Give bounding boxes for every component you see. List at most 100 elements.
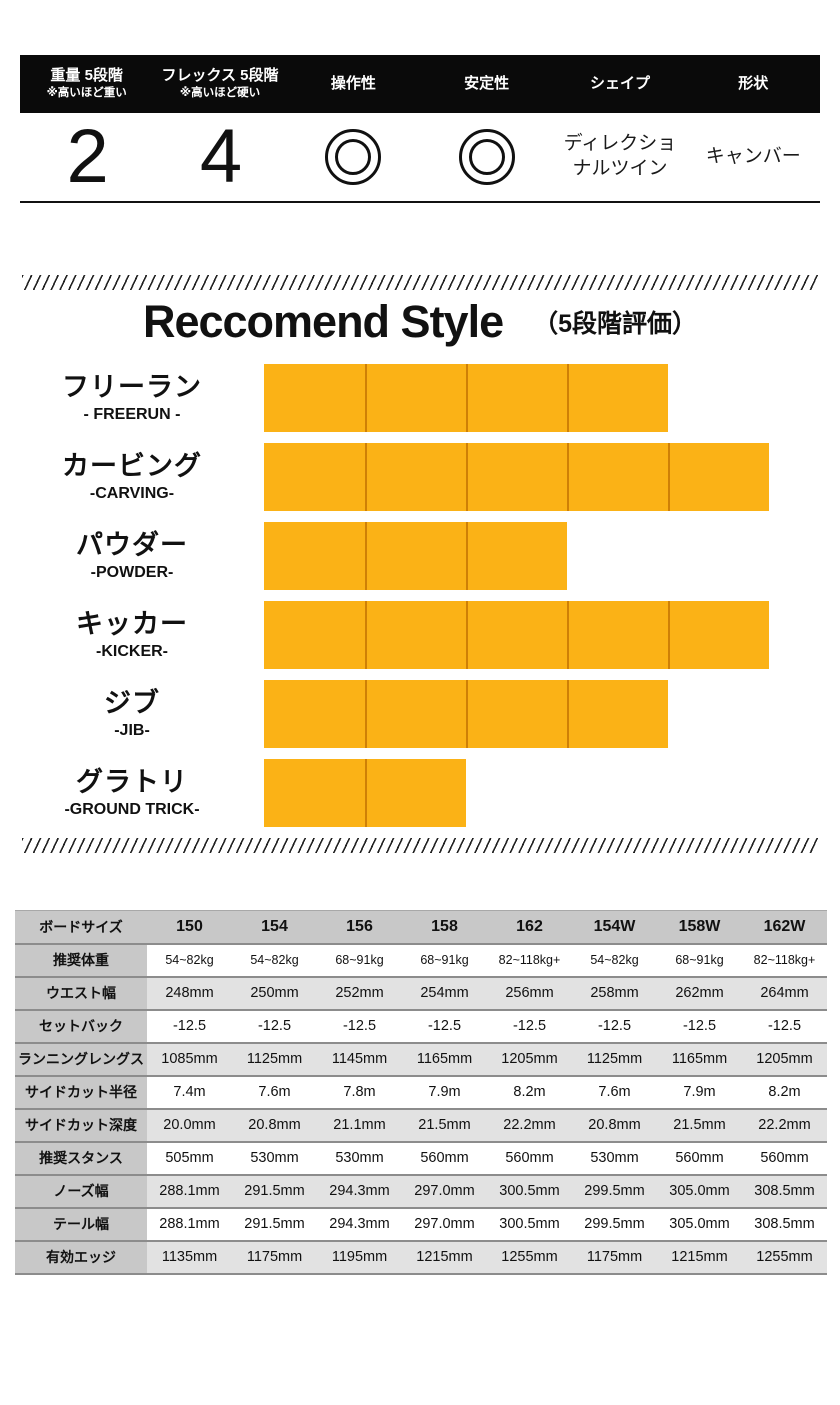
table-row: 有効エッジ 1135mm 1175mm 1195mm 1215mm 1255mm 1175m… <box>15 1240 827 1274</box>
table-cell: 530mm <box>317 1141 402 1175</box>
table-cell: 530mm <box>232 1141 317 1175</box>
rating-segment <box>567 364 668 432</box>
table-cell: 8.2m <box>487 1075 572 1109</box>
chart-row-label: ジブ -JIB- <box>0 680 264 748</box>
rating-segment <box>466 364 567 432</box>
chart-row: カービング -CARVING- <box>0 443 840 511</box>
rating-segment <box>466 680 567 748</box>
snowboard-spec-sheet: 重量 5段階 ※高いほど重い フレックス 5段階 ※高いほど硬い 操作性 安定性… <box>0 55 840 1275</box>
rating-segment <box>264 680 365 748</box>
chart-row-label: フリーラン - FREERUN - <box>0 364 264 432</box>
spec-column-shape-header: シェイプ <box>553 55 686 113</box>
table-cell: 530mm <box>572 1141 657 1175</box>
table-cell: 1215mm <box>402 1240 487 1274</box>
rating-bar <box>264 680 668 748</box>
table-cell: 1085mm <box>147 1042 232 1076</box>
table-cell: 291.5mm <box>232 1174 317 1208</box>
table-cell: 68~91kg <box>657 943 742 977</box>
table-cell: 560mm <box>657 1141 742 1175</box>
table-header-cell: 154 <box>232 910 317 944</box>
rating-segment <box>264 364 365 432</box>
table-cell: 1135mm <box>147 1240 232 1274</box>
table-cell: -12.5 <box>742 1009 827 1043</box>
double-circle-inner-ring <box>468 139 505 175</box>
table-cell: 20.8mm <box>232 1108 317 1142</box>
style-label-jp: グラトリ <box>76 766 188 797</box>
table-cell: 1195mm <box>317 1240 402 1274</box>
table-cell: 308.5mm <box>742 1174 827 1208</box>
weight-value-cell: 2 <box>20 119 153 195</box>
table-cell: 250mm <box>232 976 317 1010</box>
chart-row-label: グラトリ -GROUND TRICK- <box>0 759 264 827</box>
stability-value-cell <box>420 129 553 185</box>
table-header-cell: 150 <box>147 910 232 944</box>
table-cell: 7.4m <box>147 1075 232 1109</box>
table-cell: 54~82kg <box>147 943 232 977</box>
flex-sublabel: ※高いほど硬い <box>179 87 261 100</box>
table-header-cell: 156 <box>317 910 402 944</box>
table-row: サイドカット半径 7.4m 7.6m 7.8m 7.9m 8.2m 7.6m 7.9m 8.2m <box>15 1075 827 1109</box>
table-cell: 7.9m <box>402 1075 487 1109</box>
rating-segment <box>567 443 668 511</box>
row-label-cell: 推奨スタンス <box>15 1141 147 1175</box>
spec-summary-values: 2 4 ディレクショ ナルツイン キャンバー <box>20 113 820 201</box>
size-spec-table: ボードサイズ 150 154 156 158 162 154W 158W 162W 推奨体重 54~… <box>15 910 827 1275</box>
table-header-label-cell: ボードサイズ <box>15 910 147 944</box>
table-cell: 7.6m <box>572 1075 657 1109</box>
table-cell: 68~91kg <box>317 943 402 977</box>
chart-row-label: パウダー -POWDER- <box>0 522 264 590</box>
spec-summary-header: 重量 5段階 ※高いほど重い フレックス 5段階 ※高いほど硬い 操作性 安定性… <box>20 55 820 113</box>
flex-value-cell: 4 <box>153 119 286 195</box>
table-cell: 21.1mm <box>317 1108 402 1142</box>
double-circle-inner-ring <box>335 139 372 175</box>
table-cell: 305.0mm <box>657 1207 742 1241</box>
table-cell: 262mm <box>657 976 742 1010</box>
section-title: Reccomend Style <box>142 296 504 347</box>
table-cell: 294.3mm <box>317 1174 402 1208</box>
table-cell: 297.0mm <box>402 1174 487 1208</box>
table-header-cell: 154W <box>572 910 657 944</box>
rating-segment <box>264 522 365 590</box>
chart-row: グラトリ -GROUND TRICK- <box>0 759 840 827</box>
style-label-en: -CARVING- <box>89 484 175 502</box>
style-label-en: - FREERUN - <box>83 405 181 423</box>
table-cell: 258mm <box>572 976 657 1010</box>
chart-row-label: カービング -CARVING- <box>0 443 264 511</box>
style-label-jp: カービング <box>62 450 202 481</box>
table-header-cell: 158W <box>657 910 742 944</box>
table-cell: 54~82kg <box>572 943 657 977</box>
table-row: テール幅 288.1mm 291.5mm 294.3mm 297.0mm 300.5mm 2… <box>15 1207 827 1241</box>
table-row: 推奨体重 54~82kg 54~82kg 68~91kg 68~91kg 82~118kg… <box>15 943 827 977</box>
rating-segment <box>264 601 365 669</box>
rating-bar <box>264 522 567 590</box>
table-row: 推奨スタンス 505mm 530mm 530mm 560mm 560mm 530mm 560m… <box>15 1141 827 1175</box>
rating-bar <box>264 601 769 669</box>
table-cell: -12.5 <box>317 1009 402 1043</box>
table-cell: 254mm <box>402 976 487 1010</box>
table-cell: 560mm <box>742 1141 827 1175</box>
table-cell: 22.2mm <box>487 1108 572 1142</box>
table-cell: 82~118kg+ <box>742 943 827 977</box>
table-cell: 308.5mm <box>742 1207 827 1241</box>
style-label-jp: パウダー <box>76 529 188 560</box>
rating-segment <box>567 601 668 669</box>
table-cell: -12.5 <box>232 1009 317 1043</box>
table-cell: 21.5mm <box>657 1108 742 1142</box>
row-label-cell: 有効エッジ <box>15 1240 147 1274</box>
table-cell: 1175mm <box>572 1240 657 1274</box>
spec-summary-section: 重量 5段階 ※高いほど重い フレックス 5段階 ※高いほど硬い 操作性 安定性… <box>20 55 820 203</box>
table-row: サイドカット深度 20.0mm 20.8mm 21.1mm 21.5mm 22.2mm 20… <box>15 1108 827 1142</box>
style-label-en: -JIB- <box>114 721 150 739</box>
handling-label: 操作性 <box>330 74 376 92</box>
form-label: 形状 <box>738 74 769 92</box>
rating-segment <box>668 601 769 669</box>
table-cell: 7.8m <box>317 1075 402 1109</box>
row-label-cell: 推奨体重 <box>15 943 147 977</box>
weight-label: 重量 5段階 <box>50 67 123 85</box>
shape-value-line1: ディレクショ <box>563 133 677 155</box>
table-header-cell: 162 <box>487 910 572 944</box>
table-cell: 294.3mm <box>317 1207 402 1241</box>
shape-value-cell: ディレクショ ナルツイン <box>553 132 686 181</box>
table-row: セットバック -12.5 -12.5 -12.5 -12.5 -12.5 -12.5 -12.… <box>15 1009 827 1043</box>
spec-column-camber-header: 形状 <box>687 55 820 113</box>
